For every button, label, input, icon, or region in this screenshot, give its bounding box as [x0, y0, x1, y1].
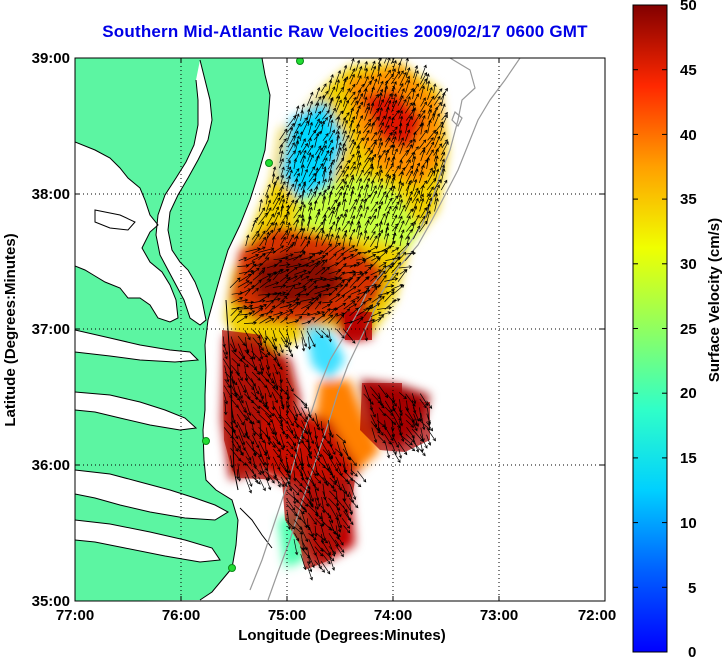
graticule: [75, 58, 605, 601]
colorbar-tick-label: 20: [680, 385, 697, 402]
x-tick-label: 77:00: [56, 607, 94, 624]
y-tick-label: 35:00: [32, 593, 70, 610]
colorbar-tick-label: 0: [688, 644, 696, 659]
tick-marks: [74, 57, 606, 602]
x-axis-label: Longitude (Degrees:Minutes): [238, 627, 446, 644]
colorbar-tick-label: 40: [680, 127, 697, 144]
x-tick-label: 75:00: [268, 607, 306, 624]
y-tick-label: 36:00: [32, 457, 70, 474]
colorbar-tick-label: 35: [680, 191, 697, 208]
colorbar-tick-label: 15: [680, 450, 697, 467]
colorbar-label: Surface Velocity (cm/s): [706, 218, 723, 382]
y-tick-labels: 39:00 38:00 37:00 36:00 35:00: [32, 50, 70, 610]
y-tick-label: 38:00: [32, 186, 70, 203]
x-tick-label: 73:00: [480, 607, 518, 624]
colorbar-gradient: [632, 4, 668, 653]
colorbar: 50 45 40 35 30 25 20 15 10 5 0 Surface V…: [632, 0, 723, 659]
y-axis-label: Latitude (Degrees:Minutes): [2, 233, 19, 426]
station-marker: [296, 58, 304, 65]
colorbar-tick-label: 45: [680, 62, 697, 79]
station-marker: [228, 564, 236, 572]
station-marker: [202, 437, 210, 445]
y-tick-label: 37:00: [32, 321, 70, 338]
radar-stations: [202, 58, 304, 572]
x-tick-label: 74:00: [374, 607, 412, 624]
plot-title: Southern Mid-Atlantic Raw Velocities 200…: [102, 22, 588, 41]
station-marker: [265, 159, 273, 167]
colorbar-tick-label: 10: [680, 515, 697, 532]
colorbar-tick-label: 30: [680, 256, 697, 273]
colorbar-tick-label: 25: [680, 321, 697, 338]
x-tick-label: 76:00: [162, 607, 200, 624]
y-tick-label: 39:00: [32, 50, 70, 67]
x-tick-label: 72:00: [578, 607, 616, 624]
colorbar-tick-label: 5: [688, 580, 696, 597]
x-tick-labels: 77:00 76:00 75:00 74:00 73:00 72:00: [56, 607, 616, 624]
colorbar-tick-label: 50: [680, 0, 697, 14]
